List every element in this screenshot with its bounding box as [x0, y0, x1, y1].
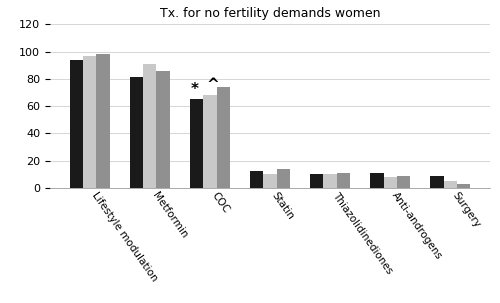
- Bar: [264, 174, 276, 188]
- Bar: [156, 71, 170, 188]
- Bar: [276, 169, 290, 188]
- Text: *: *: [190, 82, 198, 96]
- Bar: [70, 60, 83, 188]
- Bar: [216, 87, 230, 188]
- Bar: [250, 171, 264, 188]
- Bar: [204, 95, 216, 188]
- Bar: [83, 56, 96, 188]
- Bar: [370, 173, 384, 188]
- Bar: [130, 77, 143, 188]
- Bar: [310, 174, 324, 188]
- Bar: [396, 175, 410, 188]
- Text: ^: ^: [206, 77, 218, 92]
- Bar: [430, 175, 444, 188]
- Bar: [444, 181, 457, 188]
- Bar: [190, 99, 203, 188]
- Bar: [384, 177, 396, 188]
- Bar: [96, 54, 110, 188]
- Title: Tx. for no fertility demands women: Tx. for no fertility demands women: [160, 7, 380, 20]
- Bar: [336, 173, 350, 188]
- Bar: [324, 174, 336, 188]
- Bar: [144, 64, 156, 188]
- Bar: [457, 184, 470, 188]
